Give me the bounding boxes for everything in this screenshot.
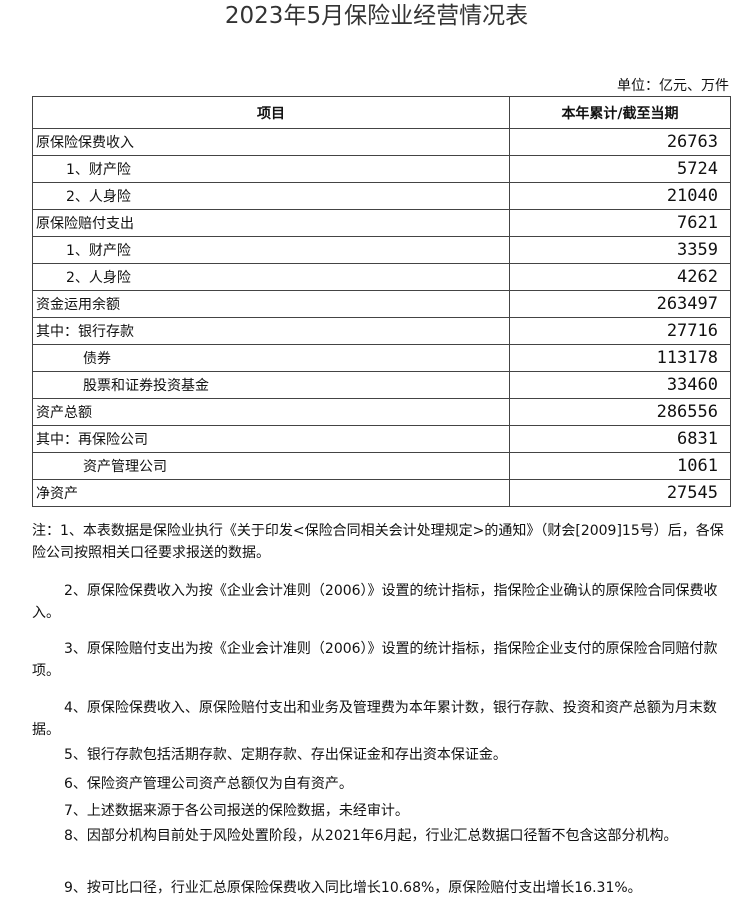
value-cell: 4262	[509, 263, 731, 291]
table-row: 资产管理公司 1061	[32, 452, 731, 480]
note: 7、上述数据来源于各公司报送的保险数据，未经审计。	[64, 803, 409, 819]
value-cell: 3359	[509, 236, 731, 264]
item-cell: 债券	[32, 344, 510, 372]
table-row: 1、财产险 5724	[32, 155, 731, 183]
table-row: 其中：再保险公司 6831	[32, 425, 731, 453]
item-cell: 资产总额	[32, 398, 510, 426]
table-row: 股票和证券投资基金 33460	[32, 371, 731, 399]
column-header: 本年累计/截至当期	[509, 96, 731, 129]
item-cell: 资金运用余额	[32, 290, 510, 318]
unit: 单位：亿元、万件	[617, 78, 729, 94]
title: 2023年5月保险业经营情况表	[224, 3, 529, 29]
table-row: 资产总额 286556	[32, 398, 731, 426]
data-table: 项目 本年累计/截至当期 原保险保费收入 26763 1、财产险 5724 2、人身险 21…	[32, 96, 731, 507]
item-cell: 资产管理公司	[32, 452, 510, 480]
table-row: 1、财产险 3359	[32, 236, 731, 264]
item-cell: 2、人身险	[32, 263, 510, 291]
note: 2、原保险保费收入为按《企业会计准则（2006）》设置的统计指标，指保险企业确认…	[32, 583, 718, 621]
note: 8、因部分机构目前处于风险处置阶段，从2021年6月起，行业汇总数据口径暂不包含…	[64, 828, 678, 844]
table-row: 净资产 27545	[32, 479, 731, 507]
table-row: 债券 113178	[32, 344, 731, 372]
value-cell: 27545	[509, 479, 731, 507]
table-row: 原保险保费收入 26763	[32, 128, 731, 156]
table-body: 原保险保费收入 26763 1、财产险 5724 2、人身险 21040 原保险赔付支出 76…	[32, 128, 731, 507]
item-cell: 其中：银行存款	[32, 317, 510, 345]
value-cell: 5724	[509, 155, 731, 183]
value-cell: 286556	[509, 398, 731, 426]
value-cell: 6831	[509, 425, 731, 453]
value-cell: 33460	[509, 371, 731, 399]
table-row: 2、人身险 4262	[32, 263, 731, 291]
note: 4、原保险保费收入、原保险赔付支出和业务及管理费为本年累计数，银行存款、投资和资…	[32, 700, 717, 738]
item-cell: 2、人身险	[32, 182, 510, 210]
value-cell: 7621	[509, 209, 731, 237]
note: 注：1、本表数据是保险业执行《关于印发<保险合同相关会计处理规定>的通知》（财会…	[32, 523, 724, 561]
value-cell: 113178	[509, 344, 731, 372]
item-cell: 其中：再保险公司	[32, 425, 510, 453]
table-row: 原保险赔付支出 7621	[32, 209, 731, 237]
item-cell: 1、财产险	[32, 155, 510, 183]
item-cell: 原保险赔付支出	[32, 209, 510, 237]
note: 9、按可比口径，行业汇总原保险保费收入同比增长10.68%，原保险赔付支出增长1…	[64, 880, 642, 896]
value-cell: 1061	[509, 452, 731, 480]
table-row: 其中：银行存款 27716	[32, 317, 731, 345]
note: 3、原保险赔付支出为按《企业会计准则（2006）》设置的统计指标，指保险企业支付…	[32, 641, 718, 679]
item-cell: 股票和证券投资基金	[32, 371, 510, 399]
value-cell: 263497	[509, 290, 731, 318]
table-row: 2、人身险 21040	[32, 182, 731, 210]
note: 5、银行存款包括活期存款、定期存款、存出保证金和存出资本保证金。	[64, 747, 507, 763]
value-cell: 26763	[509, 128, 731, 156]
value-cell: 21040	[509, 182, 731, 210]
item-cell: 1、财产险	[32, 236, 510, 264]
column-header: 项目	[32, 96, 510, 129]
value-cell: 27716	[509, 317, 731, 345]
note: 6、保险资产管理公司资产总额仅为自有资产。	[64, 776, 353, 792]
header-row: 项目 本年累计/截至当期	[32, 96, 731, 129]
item-cell: 原保险保费收入	[32, 128, 510, 156]
table-row: 资金运用余额 263497	[32, 290, 731, 318]
item-cell: 净资产	[32, 479, 510, 507]
